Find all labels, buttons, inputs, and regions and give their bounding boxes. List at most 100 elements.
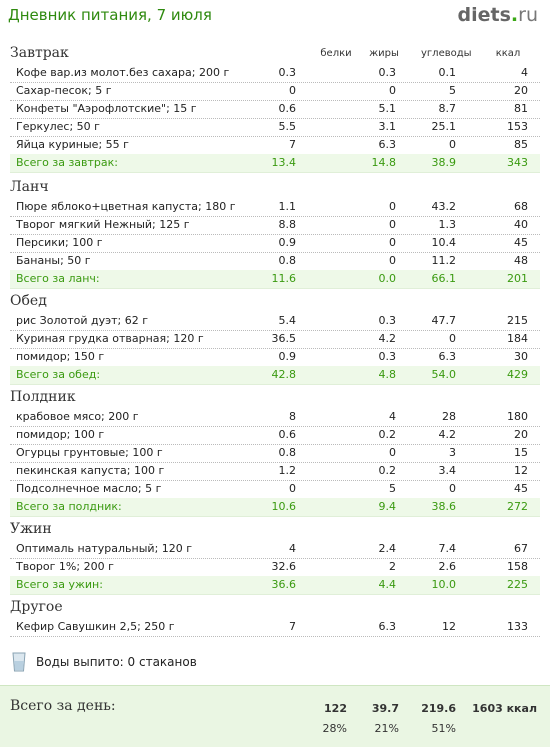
food-row[interactable]: Огурцы грунтовые; 100 г 0.8 0 3 15 [10,444,540,463]
protein-value: 36.5 [271,332,297,345]
protein-value: 13.4 [271,156,297,169]
food-row[interactable]: Яйца куриные; 55 г 7 6.3 0 85 [10,136,540,155]
fat-value: 0 [389,218,396,231]
carbs-value: 28 [442,410,456,423]
food-row[interactable]: Бананы; 50 г 0.8 0 11.2 48 [10,252,540,271]
fat-value: 5.1 [378,102,397,115]
food-row[interactable]: Пюре яблоко+цветная капуста; 180 г 1.1 0 43… [10,198,540,217]
fat-value: 4.4 [378,578,397,591]
fat-value: 0.3 [378,314,397,327]
carbs-value: 10.0 [431,578,457,591]
col-carbs-header: углеводы [421,48,472,59]
kcal-value: 30 [514,350,528,363]
food-row[interactable]: Куриная грудка отварная; 120 г 36.5 4.2 0 18… [10,330,540,349]
kcal-value: 12 [514,464,528,477]
carbs-value: 0.1 [438,66,457,79]
food-name: Сахар-песок; 5 г [16,84,112,97]
kcal-value: 184 [507,332,528,345]
food-row[interactable]: рис Золотой дуэт; 62 г 5.4 0.3 47.7 215 [10,312,540,331]
meal-total-row: Всего за ланч: 11.6 0.0 66.1 201 [10,270,540,289]
food-name: помидор; 150 г [16,350,105,363]
food-row[interactable]: пекинская капуста; 100 г 1.2 0.2 3.4 12 [10,462,540,481]
food-name: Кефир Савушкин 2,5; 250 г [16,620,175,633]
meal-title: Полдник [10,389,76,405]
food-row[interactable]: Конфеты "Аэрофлотские"; 15 г 0.6 5.1 8.7 81 [10,100,540,119]
food-name: Яйца куриные; 55 г [16,138,129,151]
kcal-value: 67 [514,542,528,555]
logo-main: diets [457,4,511,26]
water-glass-icon[interactable] [12,652,26,672]
food-row[interactable]: помидор; 100 г 0.6 0.2 4.2 20 [10,426,540,445]
food-name: Куриная грудка отварная; 120 г [16,332,204,345]
fat-value: 6.3 [378,138,397,151]
food-row[interactable]: крабовое мясо; 200 г 8 4 28 180 [10,408,540,427]
fat-value: 2 [389,560,396,573]
kcal-value: 45 [514,236,528,249]
fat-value: 0.2 [378,464,397,477]
carbs-value: 4.2 [438,428,457,441]
total-label: Всего за обед: [16,368,101,381]
protein-value: 1.1 [278,200,297,213]
carbs-value: 54.0 [431,368,457,381]
kcal-value: 180 [507,410,528,423]
water-text: Воды выпито: 0 стаканов [36,655,197,669]
protein-value: 0 [289,84,296,97]
day-kcal: 1603 ккал [472,702,537,715]
carbs-value: 5 [449,84,456,97]
fat-value: 4.8 [378,368,397,381]
protein-value: 1.2 [278,464,297,477]
carbs-value: 2.6 [438,560,457,573]
fat-value: 6.3 [378,620,397,633]
protein-value: 42.8 [271,368,297,381]
food-row[interactable]: Персики; 100 г 0.9 0 10.4 45 [10,234,540,253]
kcal-value: 429 [507,368,528,381]
fat-value: 0 [389,446,396,459]
day-total-label: Всего за день: [10,698,116,714]
food-row[interactable]: Подсолнечное масло; 5 г 0 5 0 45 [10,480,540,499]
day-fat: 39.7 [371,702,399,715]
carbs-value: 0 [449,482,456,495]
total-label: Всего за полдник: [16,500,122,513]
food-row[interactable]: Творог 1%; 200 г 32.6 2 2.6 158 [10,558,540,577]
kcal-value: 153 [507,120,528,133]
food-name: Огурцы грунтовые; 100 г [16,446,163,459]
day-protein-pct: 28% [322,722,347,735]
site-logo[interactable]: diets.ru [458,4,538,26]
food-name: Творог 1%; 200 г [16,560,114,573]
food-name: Подсолнечное масло; 5 г [16,482,162,495]
col-fat-header: жиры [369,48,399,59]
protein-value: 8.8 [278,218,297,231]
food-row[interactable]: Сахар-песок; 5 г 0 0 5 20 [10,82,540,101]
carbs-value: 25.1 [431,120,457,133]
page-header: Дневник питания, 7 июля diets.ru [0,0,550,34]
food-name: Конфеты "Аэрофлотские"; 15 г [16,102,197,115]
food-row[interactable]: Геркулес; 50 г 5.5 3.1 25.1 153 [10,118,540,137]
kcal-value: 158 [507,560,528,573]
carbs-value: 38.6 [431,500,457,513]
meal-title: Обед [10,293,47,309]
kcal-value: 68 [514,200,528,213]
meal-title: Завтрак [10,45,69,61]
protein-value: 11.6 [271,272,297,285]
meal-title: Ужин [10,521,52,537]
fat-value: 4 [389,410,396,423]
food-name: пекинская капуста; 100 г [16,464,165,477]
kcal-value: 4 [521,66,528,79]
carbs-value: 12 [442,620,456,633]
kcal-value: 215 [507,314,528,327]
food-name: Кофе вар.из молот.без сахара; 200 г [16,66,230,79]
food-row[interactable]: Творог мягкий Нежный; 125 г 8.8 0 1.3 40 [10,216,540,235]
carbs-value: 43.2 [431,200,457,213]
fat-value: 0.0 [378,272,397,285]
food-row[interactable]: помидор; 150 г 0.9 0.3 6.3 30 [10,348,540,367]
protein-value: 0.9 [278,236,297,249]
food-row[interactable]: Оптималь натуральный; 120 г 4 2.4 7.4 67 [10,540,540,559]
carbs-value: 10.4 [431,236,457,249]
food-name: рис Золотой дуэт; 62 г [16,314,149,327]
carbs-value: 66.1 [431,272,457,285]
day-carbs-pct: 51% [431,722,456,735]
carbs-value: 3 [449,446,456,459]
food-row[interactable]: Кофе вар.из молот.без сахара; 200 г 0.3 0.… [10,64,540,83]
food-row[interactable]: Кефир Савушкин 2,5; 250 г 7 6.3 12 133 [10,618,540,637]
logo-dot: . [510,4,519,26]
